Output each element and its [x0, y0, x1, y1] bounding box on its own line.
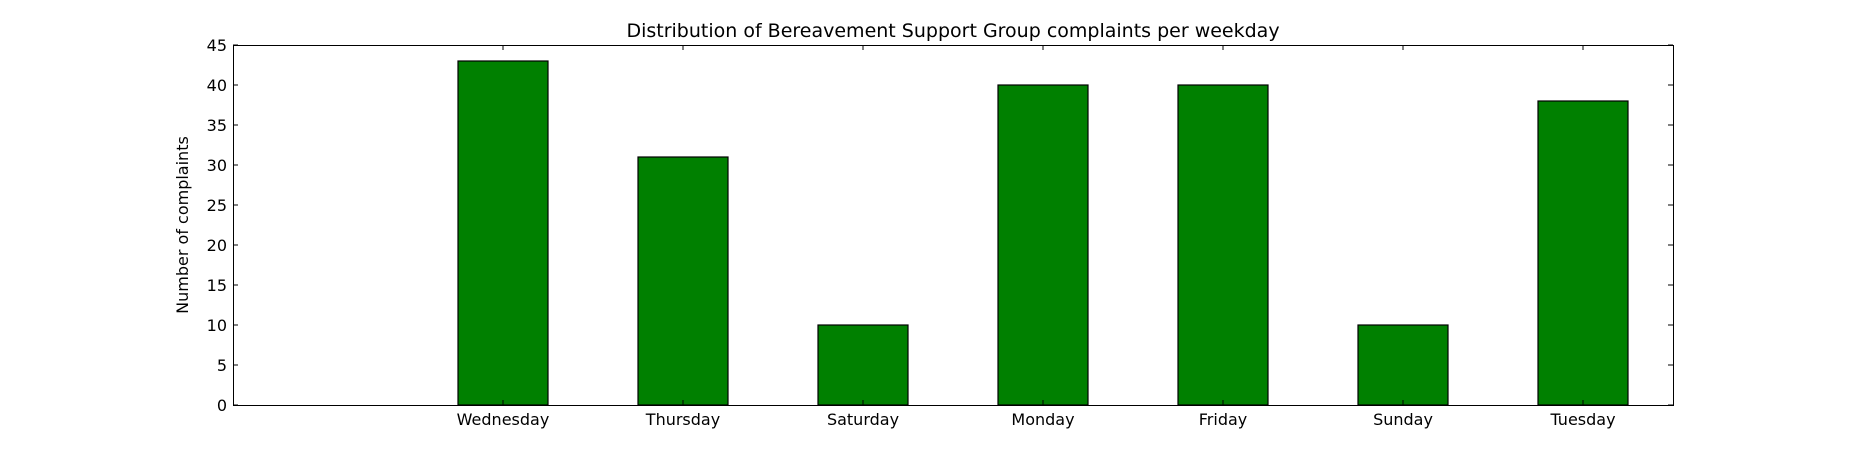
y-tick-label: 45 [207, 36, 227, 55]
y-axis-label: Number of complaints [173, 136, 192, 314]
x-tick-label: Sunday [1373, 410, 1433, 429]
chart-title: Distribution of Bereavement Support Grou… [626, 20, 1279, 42]
bar-saturday [817, 324, 909, 406]
y-tick-label: 35 [207, 116, 227, 135]
y-tick-label: 25 [207, 196, 227, 215]
y-tick-label: 40 [207, 76, 227, 95]
y-tick-label: 5 [217, 356, 227, 375]
y-tick-label: 15 [207, 276, 227, 295]
bars-group [457, 60, 1629, 406]
x-tick-label: Thursday [645, 410, 720, 429]
y-tick-label: 30 [207, 156, 227, 175]
y-tick-label: 20 [207, 236, 227, 255]
bar-sunday [1357, 324, 1449, 406]
x-tick-label: Saturday [827, 410, 899, 429]
bar-monday [997, 84, 1089, 406]
x-tick-label: Monday [1011, 410, 1074, 429]
x-tick-label: Wednesday [457, 410, 550, 429]
bar-thursday [637, 156, 729, 406]
bar-friday [1177, 84, 1269, 406]
bar-tuesday [1537, 100, 1629, 406]
x-tick-label: Friday [1199, 410, 1248, 429]
x-tick-label: Tuesday [1549, 410, 1615, 429]
y-tick-label: 10 [207, 316, 227, 335]
ticks-group: Wednesday Thursday Saturday Monday Friday Sun… [207, 36, 1673, 429]
bar-wednesday [457, 60, 549, 406]
y-tick-label: 0 [217, 396, 227, 415]
plot-area-frame [233, 45, 1674, 406]
